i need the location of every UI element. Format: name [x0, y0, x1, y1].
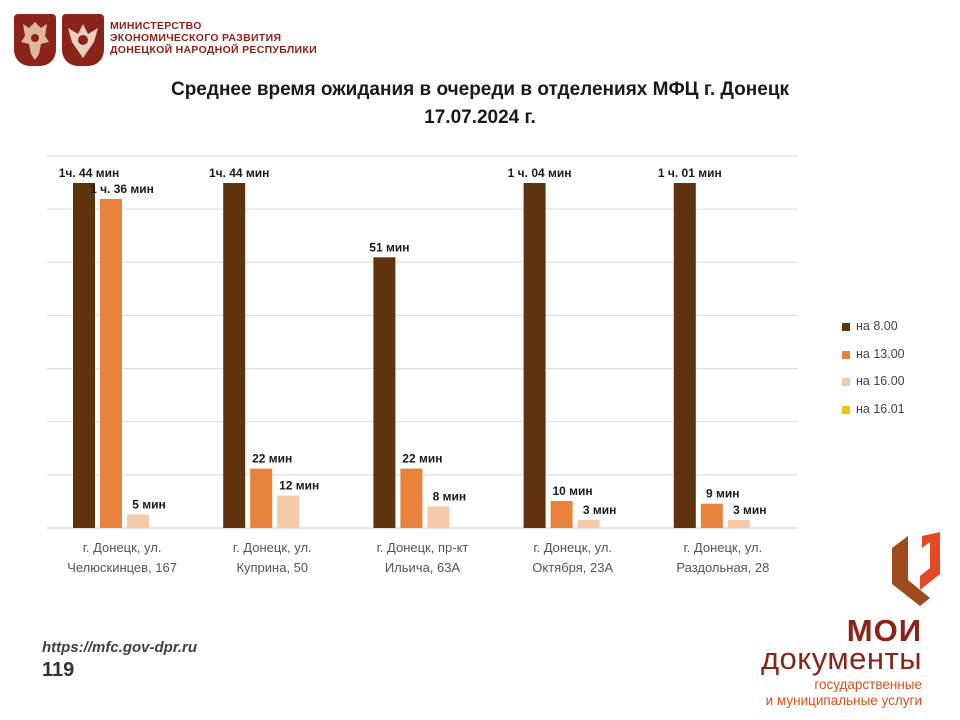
page-number: 119 [42, 659, 75, 681]
category-label: Челюскинцев, 167 [67, 560, 177, 575]
data-label: 51 мин [369, 240, 409, 254]
bar-s800 [673, 183, 696, 528]
logo-text-dokumenty: документы [760, 641, 922, 676]
bar-s1300 [100, 199, 122, 528]
data-label: 3 мин [733, 503, 767, 517]
bar-s1600 [727, 519, 750, 528]
data-label: 3 мин [583, 503, 617, 517]
category-label: г. Донецк, пр-кт [377, 540, 469, 555]
data-label: 1ч. 44 мин [59, 166, 120, 180]
data-label: 5 мин [132, 498, 166, 512]
data-label: 1 ч. 36 мин [90, 182, 154, 196]
website-url[interactable]: https://mfc.gov-dpr.ru [42, 639, 197, 656]
ministry-name: МИНИСТЕРСТВО ЭКОНОМИЧЕСКОГО РАЗВИТИЯ ДОН… [110, 20, 370, 56]
bar-s1300 [250, 468, 273, 528]
legend-swatch-s1300 [842, 350, 850, 359]
bar-s1300 [400, 468, 423, 528]
bar-s800 [373, 257, 396, 528]
data-label: 1 ч. 01 мин [658, 166, 722, 180]
legend-label-s1300: на 13.00 [856, 346, 905, 361]
ministry-line-2: ЭКОНОМИЧЕСКОГО РАЗВИТИЯ [110, 32, 282, 44]
category-label: Октября, 23А [532, 560, 613, 575]
category-label: Куприна, 50 [236, 560, 308, 575]
category-label: г. Донецк, ул. [233, 540, 312, 555]
legend-swatch-s1601 [842, 405, 850, 414]
bar-s800 [223, 183, 246, 528]
category-label: г. Донецк, ул. [83, 540, 162, 555]
category-label: г. Донецк, ул. [533, 540, 612, 555]
category-label: Ильича, 63А [385, 560, 461, 575]
logo-text-moi: МОИ [846, 613, 922, 648]
bar-s1600 [427, 506, 450, 528]
legend-swatch-s1600 [842, 378, 850, 386]
bar-s1600 [277, 495, 300, 528]
data-label: 1 ч. 04 мин [508, 166, 572, 180]
chart-title-line-1: Среднее время ожидания в очереди в отдел… [170, 79, 790, 100]
bar-s800 [73, 183, 95, 528]
moi-dokumenty-logo: МОИ документы государственные и муниципа… [720, 530, 942, 710]
logo-text-services-line-2: и муниципальные услуги [765, 693, 922, 708]
data-label: 1ч. 44 мин [209, 166, 270, 180]
data-label: 22 мин [402, 452, 442, 466]
legend-label-s1601: на 16.01 [856, 401, 905, 416]
bar-s1300 [550, 501, 573, 528]
chart-title: Среднее время ожидания в очереди в отдел… [0, 76, 960, 132]
bar-s1300 [700, 503, 723, 528]
legend-label-s800: на 8.00 [856, 319, 898, 333]
ministry-emblem-icon [62, 14, 104, 66]
moi-dokumenty-mark-icon [892, 532, 940, 606]
chart-title-line-2: 17.07.2024 г. [424, 107, 536, 128]
data-label: 10 мин [553, 484, 593, 498]
bar-s1600 [127, 514, 149, 528]
ministry-line-3: ДОНЕЦКОЙ НАРОДНОЙ РЕСПУБЛИКИ [110, 44, 317, 56]
data-label: 12 мин [279, 479, 319, 493]
coat-of-arms-icon [14, 14, 56, 66]
bar-s800 [523, 183, 546, 528]
ministry-line-1: МИНИСТЕРСТВО [110, 20, 202, 32]
data-label: 22 мин [252, 452, 292, 466]
legend-label-s1600: на 16.00 [856, 374, 905, 388]
category-label: г. Донецк, ул. [684, 540, 763, 555]
data-label: 8 мин [433, 489, 467, 503]
category-label: Раздольная, 28 [676, 560, 769, 575]
data-label: 9 мин [706, 487, 740, 501]
logo-text-services: государственные и муниципальные услуги [766, 677, 922, 709]
bar-s1600 [577, 519, 600, 528]
legend-swatch-s800 [842, 323, 850, 331]
logo-text-services-line-1: государственные [814, 677, 922, 692]
